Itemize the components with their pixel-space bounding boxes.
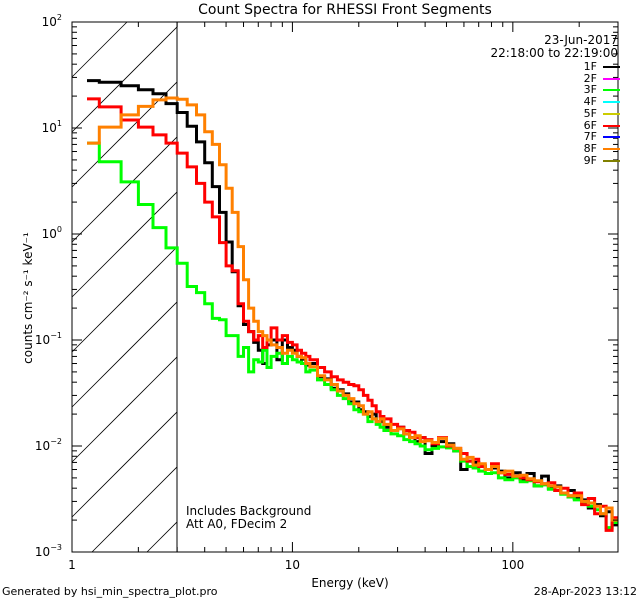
legend-swatch xyxy=(603,136,620,139)
hatch-line xyxy=(146,521,178,553)
legend-label: 3F xyxy=(583,83,597,97)
legend-label: 2F xyxy=(583,71,597,85)
y-tick-base: 10 xyxy=(34,439,51,453)
y-tick-label: 101 xyxy=(41,119,62,136)
legend-label: 1F xyxy=(583,60,597,73)
y-tick-exponent: −3 xyxy=(50,543,62,552)
x-axis-label: Energy (keV) xyxy=(311,576,389,590)
y-tick-base: 10 xyxy=(41,15,57,29)
legend-item-3F: 3F xyxy=(550,84,630,95)
legend-swatch xyxy=(603,159,620,162)
y-tick-exponent: 0 xyxy=(56,225,62,234)
legend-label: 4F xyxy=(583,95,597,109)
hatch-line xyxy=(71,356,178,463)
y-tick-exponent: −2 xyxy=(50,437,62,446)
legend-swatch xyxy=(603,124,620,127)
hatch-line xyxy=(91,466,178,553)
y-tick-label: 10−2 xyxy=(34,437,62,454)
legend-swatch xyxy=(603,147,620,150)
hatch-line xyxy=(71,26,178,133)
y-tick-base: 10 xyxy=(34,545,51,559)
y-tick-exponent: 2 xyxy=(56,13,62,22)
legend-item-9F: 9F xyxy=(550,155,630,166)
legend-item-2F: 2F xyxy=(550,73,630,84)
legend-item-4F: 4F xyxy=(550,96,630,107)
x-tick-label: 10 xyxy=(284,558,301,572)
y-tick-base: 10 xyxy=(41,121,57,135)
y-tick-base: 10 xyxy=(34,333,51,347)
legend-item-5F: 5F xyxy=(550,108,630,119)
x-tick-label: 1 xyxy=(68,558,76,572)
annotation-background: Includes Background xyxy=(186,504,312,518)
hatch-line xyxy=(71,191,178,298)
y-tick-exponent: −1 xyxy=(50,331,62,340)
y-tick-label: 10−1 xyxy=(34,331,62,348)
y-axis-label: counts cm⁻² s⁻¹ keV⁻¹ xyxy=(21,232,35,364)
series-6F xyxy=(87,97,618,532)
observation-time-range: 22:18:00 to 22:19:00 xyxy=(490,46,618,60)
legend-swatch xyxy=(603,66,620,68)
y-tick-base: 10 xyxy=(41,227,57,241)
plot-frame xyxy=(71,21,619,553)
legend-item-1F: 1F xyxy=(550,61,630,72)
legend-swatch xyxy=(603,77,620,80)
generated-by-note: Generated by hsi_min_spectra_plot.pro xyxy=(2,585,218,598)
legend-item-8F: 8F xyxy=(550,143,630,154)
excluded-energy-hatch xyxy=(71,21,178,553)
y-tick-label: 102 xyxy=(41,13,62,30)
observation-date: 23-Jun-2017 xyxy=(544,33,618,47)
hatch-line xyxy=(71,246,178,353)
y-tick-label: 100 xyxy=(41,225,62,242)
hatch-line xyxy=(71,411,178,518)
annotation-attenuator: Att A0, FDecim 2 xyxy=(186,517,288,531)
legend-swatch xyxy=(603,112,620,115)
legend-swatch xyxy=(603,101,620,104)
series-8F xyxy=(87,96,618,522)
hatch-line xyxy=(71,136,178,243)
y-tick-label: 10−3 xyxy=(34,543,62,560)
series-3F xyxy=(87,141,618,530)
legend-item-6F: 6F xyxy=(550,120,630,131)
hatch-line xyxy=(71,301,178,408)
legend-label: 7F xyxy=(583,130,597,144)
x-tick-label: 100 xyxy=(501,558,525,572)
hatch-line xyxy=(71,21,128,78)
generated-timestamp: 28-Apr-2023 13:12 xyxy=(533,585,637,598)
legend-label: 9F xyxy=(583,153,597,167)
legend-swatch xyxy=(603,89,620,92)
legend-label: 8F xyxy=(583,141,597,155)
legend-label: 6F xyxy=(583,118,597,132)
legend-item-7F: 7F xyxy=(550,131,630,142)
y-tick-exponent: 1 xyxy=(56,119,62,128)
legend-label: 5F xyxy=(583,106,597,120)
chart-title: Count Spectra for RHESSI Front Segments xyxy=(198,2,492,18)
